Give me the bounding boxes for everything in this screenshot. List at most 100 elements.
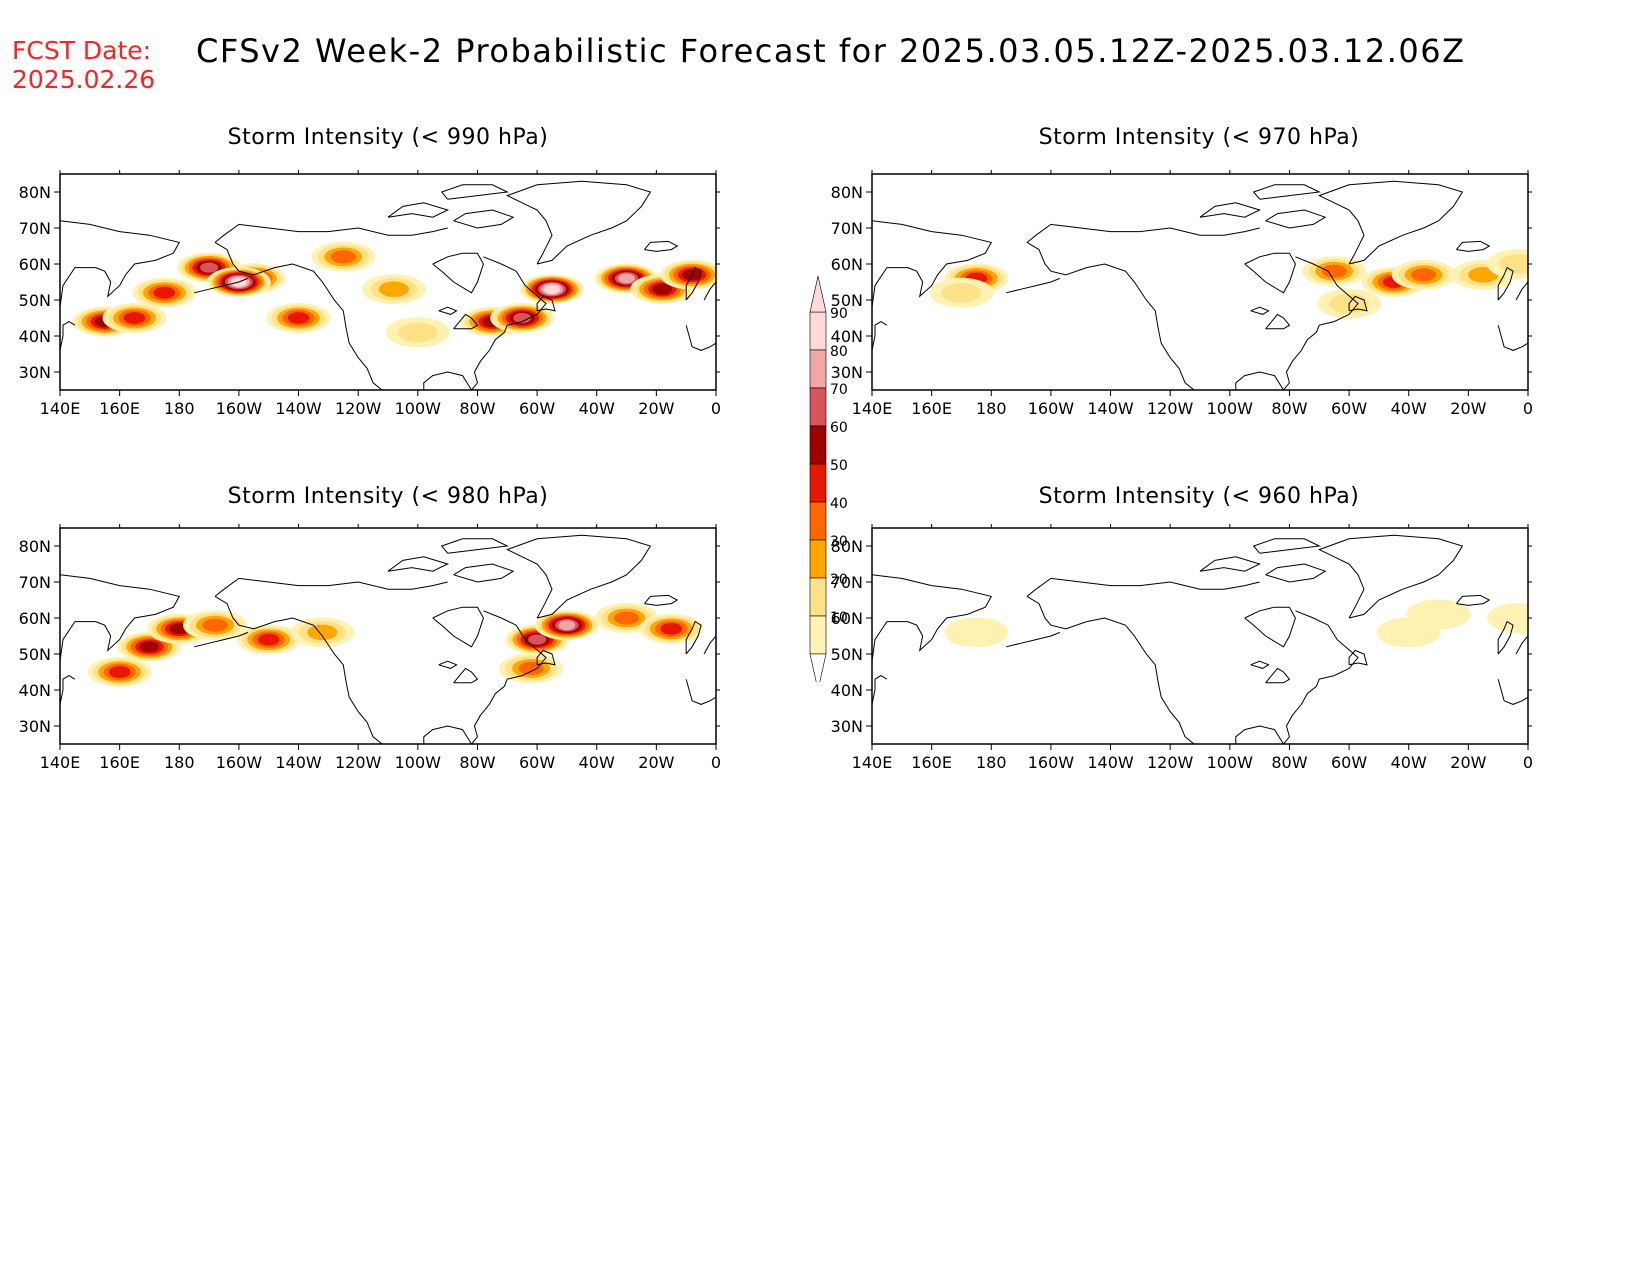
coastline [1250, 306, 1270, 315]
lon-tick-label: 80W [459, 753, 495, 769]
lon-tick-label: 0 [1523, 753, 1533, 769]
colorbar-label: 80 [830, 344, 848, 360]
lat-tick-label: 50N [19, 645, 51, 664]
fcst-label-text: FCST Date: [12, 36, 152, 65]
coastline [453, 667, 479, 684]
coastline [685, 620, 702, 655]
prob-blob-p1-b2-l3 [1321, 264, 1347, 278]
coastline [1265, 563, 1327, 583]
lon-tick-label: 40W [1391, 753, 1427, 769]
coastline [1199, 556, 1262, 572]
lat-tick-label: 50N [19, 291, 51, 310]
map-panel-980: 140E 160E 180 160W 140W 120W 100W 80W 60W 40W 20W 0… [19, 524, 721, 769]
coastline [1244, 606, 1296, 648]
lon-tick-label: 180 [976, 753, 1007, 769]
prob-blob-p2-b10-l4 [660, 622, 683, 635]
coastline [1348, 295, 1368, 312]
coastline [872, 321, 888, 351]
coastline [1456, 240, 1491, 252]
coastline [60, 675, 76, 705]
lat-tick-label: 40N [19, 327, 51, 346]
lon-tick-label: 160W [216, 753, 263, 769]
coastline [1497, 325, 1528, 351]
colorbar-top-arrow [809, 275, 827, 313]
lat-tick-label: 40N [831, 327, 863, 346]
lat-tick-label: 40N [19, 681, 51, 700]
colorbar-bottom-arrow [809, 653, 827, 682]
coastline [1283, 610, 1359, 744]
prob-blob-p2-b1-l5 [139, 641, 160, 653]
prob-blob-p0-b3-l6 [200, 262, 219, 273]
coastline [60, 321, 76, 351]
coastline [432, 252, 484, 294]
map-content [872, 180, 1528, 390]
prob-blob-p0-b7-l3 [330, 250, 356, 264]
lat-tick-label: 60N [19, 255, 51, 274]
colorbar-label: 60 [830, 420, 848, 436]
lat-tick-label: 40N [831, 681, 863, 700]
map-content [60, 180, 716, 390]
lon-tick-label: 0 [1523, 399, 1533, 415]
prob-blob-p0-b14-l5 [652, 283, 673, 295]
coastline [1283, 256, 1359, 390]
prob-blob-p2-b9-l3 [614, 611, 640, 625]
prob-blob-p3-b2-l0 [1406, 599, 1471, 630]
lon-tick-label: 100W [1207, 399, 1254, 415]
prob-blob-p1-b4-l3 [1411, 268, 1437, 282]
prob-blob-p2-b4-l4 [257, 633, 280, 646]
coastline [440, 184, 510, 200]
coastline [1026, 223, 1260, 243]
lat-tick-label: 80N [831, 537, 863, 556]
coastline [423, 371, 472, 390]
coastline [440, 538, 510, 554]
prob-blob-p1-b6-l1 [1499, 254, 1528, 274]
coastline [1456, 594, 1491, 606]
coastline [438, 660, 458, 669]
coastline [644, 594, 679, 606]
lat-tick-label: 30N [831, 717, 863, 736]
coastline [1250, 660, 1270, 669]
colorbar-label: 20 [830, 572, 848, 588]
coastline [432, 606, 484, 648]
colorbar: 90 80 70 60 50 40 30 20 10 [809, 275, 848, 682]
lon-tick-label: 180 [976, 399, 1007, 415]
coastline [536, 649, 556, 666]
lat-tick-label: 70N [831, 573, 863, 592]
coastline [872, 220, 993, 308]
colorbar-segment [809, 387, 827, 427]
coastline [1199, 202, 1262, 218]
lat-tick-label: 80N [831, 183, 863, 202]
lat-tick-label: 70N [19, 573, 51, 592]
lon-tick-label: 0 [711, 753, 721, 769]
coastline [1235, 725, 1284, 744]
coastline [685, 325, 716, 351]
lon-tick-label: 160E [99, 753, 140, 769]
colorbar-segment [809, 425, 827, 465]
coastline [214, 241, 383, 390]
lon-tick-label: 140E [852, 399, 893, 415]
colorbar-label: 30 [830, 534, 848, 550]
prob-blob-p2-b3-l3 [202, 618, 228, 632]
lat-tick-label: 30N [19, 717, 51, 736]
forecast-date-label: FCST Date: 2025.02.26 [12, 36, 155, 94]
lat-tick-label: 30N [831, 363, 863, 382]
prob-blob-p2-b6-l6 [528, 634, 547, 645]
prob-blob-p2-b0-l4 [108, 666, 131, 678]
prob-blob-p1-b1-l1 [941, 283, 982, 303]
lat-tick-label: 70N [831, 219, 863, 238]
colorbar-label: 40 [830, 496, 848, 512]
lon-tick-label: 20W [1450, 753, 1486, 769]
lon-tick-label: 160E [911, 753, 952, 769]
coastline [1006, 277, 1061, 294]
coastline [703, 281, 716, 301]
colorbar-label: 10 [830, 610, 848, 626]
lon-tick-label: 120W [335, 753, 382, 769]
coastline [1026, 595, 1195, 744]
colorbar-segment [809, 501, 827, 541]
map-frame [59, 527, 717, 745]
prob-blob-p3-b0-l0 [944, 617, 1009, 648]
lon-tick-label: 160W [1028, 399, 1075, 415]
coastline [505, 534, 652, 619]
lat-tick-label: 80N [19, 537, 51, 556]
prob-blob-p0-b2-l4 [153, 286, 176, 299]
